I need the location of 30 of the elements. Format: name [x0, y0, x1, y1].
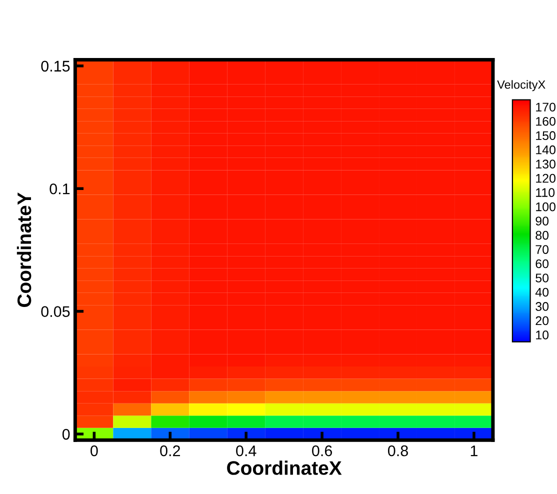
x-tick-label: 0.6	[312, 445, 332, 456]
color-bar-label: 80	[536, 230, 549, 240]
x-tick-label: 0	[90, 445, 98, 456]
color-bar-label: 90	[536, 216, 549, 226]
color-bar-label: 70	[536, 245, 549, 254]
y-tick-label: 0	[62, 428, 70, 440]
color-bar-label: 110	[536, 188, 555, 197]
x-tick-label: 0.4	[236, 445, 256, 456]
x-tick-label: 1	[470, 446, 478, 456]
x-tick-label: 0.8	[388, 445, 408, 456]
x-axis-title: CoordinateX	[227, 460, 342, 475]
y-axis-title: CoordinateY	[16, 192, 32, 307]
color-bar-label: 50	[536, 274, 549, 282]
color-bar-label: 100	[536, 202, 556, 212]
color-bar-label: 30	[536, 302, 549, 311]
y-tick-label: 0.05	[41, 306, 70, 317]
color-bar-title: VelocityX	[497, 80, 546, 92]
color-bar-label: 150	[536, 131, 556, 140]
color-bar-label: 140	[536, 145, 556, 154]
color-bar-label: 40	[535, 288, 549, 297]
color-bar-label: 160	[536, 116, 556, 126]
color-bar-label: 120	[536, 174, 556, 183]
color-bar-label: 130	[536, 160, 556, 169]
color-bar-label: 170	[536, 102, 556, 112]
color-bar-label: 60	[536, 259, 549, 268]
x-tick-label: 0.2	[160, 445, 180, 456]
color-bar-label: 20	[536, 316, 549, 326]
y-tick-label: 0.15	[41, 60, 70, 72]
color-bar-label: 10	[536, 330, 549, 340]
y-tick-label: 0.1	[50, 183, 70, 194]
